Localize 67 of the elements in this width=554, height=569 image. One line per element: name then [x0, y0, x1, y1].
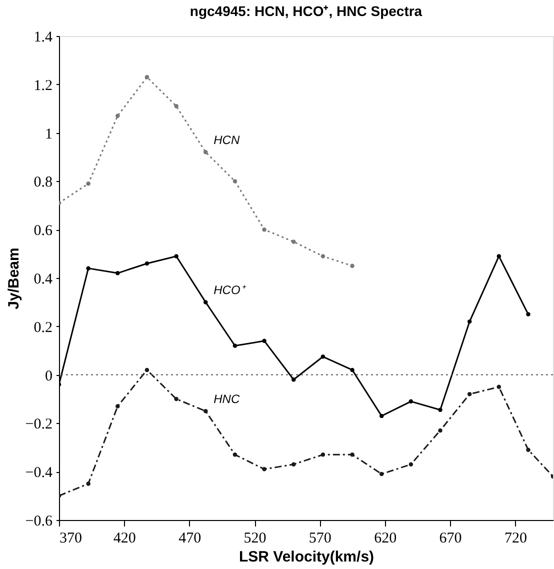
chart-title: ngc4945: HCN, HCO⁺, HNC Spectra: [190, 3, 422, 19]
x-tick-label: 570: [308, 530, 332, 546]
point: [320, 452, 326, 457]
point: [144, 368, 150, 372]
point: [204, 300, 208, 304]
point: [174, 104, 178, 108]
y-tick-label: 0: [45, 368, 52, 384]
point: [262, 227, 266, 232]
y-tick-label: −0.6: [25, 514, 53, 530]
point: [144, 75, 150, 80]
point: [291, 378, 296, 382]
series-label: HCN: [214, 133, 240, 148]
point: [350, 452, 354, 457]
point: [86, 266, 90, 270]
point: [350, 368, 354, 372]
point: [86, 182, 90, 186]
y-tick-label: −0.2: [25, 416, 52, 433]
y-tick-label: 0.2: [34, 320, 52, 336]
point: [262, 467, 266, 472]
x-tick-label: 620: [374, 530, 397, 546]
y-tick-label: 1.4: [34, 30, 53, 46]
series-label: HNC: [214, 392, 240, 406]
point: [116, 114, 120, 118]
point: [467, 319, 472, 324]
point: [379, 414, 384, 418]
point: [232, 344, 238, 348]
point: [496, 254, 502, 258]
x-tick-label: 520: [244, 530, 266, 546]
x-tick-label: 470: [178, 530, 202, 546]
point: [467, 392, 472, 396]
y-tick-label: −0.4: [25, 465, 53, 482]
point: [86, 482, 90, 486]
point: [291, 462, 296, 466]
point: [526, 448, 530, 452]
y-tick-label: 1.2: [34, 78, 52, 94]
x-tick-label: 720: [504, 530, 527, 546]
point: [232, 452, 238, 457]
point: [204, 150, 208, 154]
point: [262, 338, 266, 344]
point: [320, 354, 326, 359]
point: [438, 408, 442, 412]
y-tick-label: 0.4: [34, 272, 53, 288]
series-label: HCO⁺: [214, 283, 246, 298]
point: [116, 404, 120, 408]
y-tick-label: 0.8: [34, 174, 52, 191]
x-tick-label: 420: [113, 530, 136, 546]
point: [174, 254, 178, 258]
x-tick-label: 670: [439, 530, 462, 546]
point: [408, 462, 414, 466]
point: [350, 264, 354, 268]
y-tick-label: 0.6: [34, 223, 53, 240]
point: [379, 472, 384, 476]
point: [174, 396, 178, 402]
point: [526, 312, 530, 316]
point: [204, 408, 208, 414]
point: [320, 254, 326, 258]
point: [408, 399, 414, 404]
point: [116, 271, 120, 276]
point: [291, 240, 296, 244]
point: [496, 384, 502, 390]
x-tick-label: 370: [60, 530, 82, 546]
point: [144, 261, 150, 266]
x-axis-title: LSR Velocity(km/s): [238, 548, 374, 566]
point: [232, 179, 238, 184]
y-tick-label: 1: [45, 126, 52, 142]
y-axis-title: Jy/Beam: [5, 248, 22, 310]
point: [438, 428, 442, 433]
